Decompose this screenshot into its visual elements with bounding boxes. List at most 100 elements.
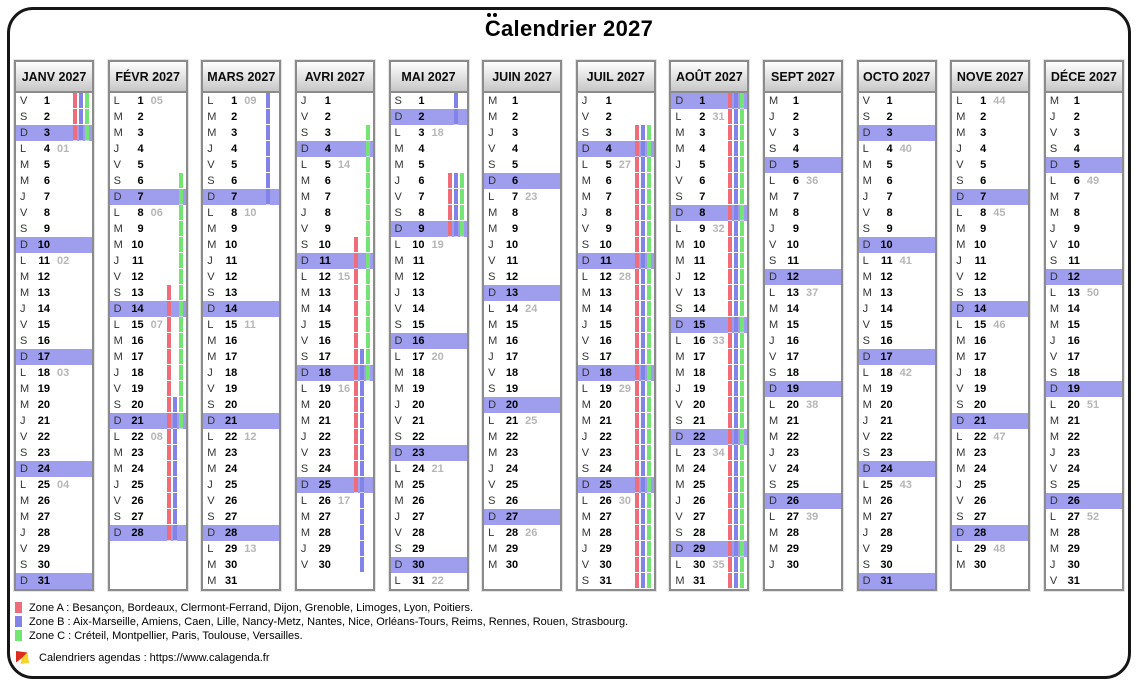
day-row: S 27 [952, 509, 1028, 525]
week-number: 46 [993, 319, 1006, 331]
day-letter: D [581, 479, 590, 491]
day-letter: D [113, 415, 122, 427]
day-number: 23 [786, 447, 799, 459]
day-number: 7 [699, 191, 706, 203]
week-number: 07 [150, 319, 163, 331]
day-letter: S [675, 191, 683, 203]
day-letter: J [207, 255, 213, 267]
day-number: 10 [131, 239, 144, 251]
day-letter: M [956, 463, 966, 475]
day-number: 16 [37, 335, 50, 347]
day-number: 30 [1067, 559, 1080, 571]
day-letter: M [113, 127, 123, 139]
day-number: 30 [599, 559, 612, 571]
day-row: J 17 [484, 349, 560, 365]
day-letter: L [675, 335, 682, 347]
day-number: 9 [1073, 223, 1080, 235]
day-letter: J [207, 479, 213, 491]
day-row: S 24 [297, 461, 373, 477]
footer-link[interactable]: Calendriers agendas : https://www.calage… [39, 652, 270, 664]
day-letter: J [1049, 559, 1056, 571]
day-row: S 10 [578, 237, 654, 253]
day-letter: J [488, 239, 494, 251]
day-number: 18 [1067, 367, 1080, 379]
day-number: 30 [225, 559, 238, 571]
day-number: 23 [505, 447, 519, 459]
week-number: 45 [993, 207, 1006, 219]
day-letter: M [300, 175, 311, 187]
day-number: 11 [1068, 255, 1080, 267]
day-letter: M [581, 303, 591, 315]
day-number: 11 [131, 255, 144, 267]
day-number: 16 [880, 335, 893, 347]
day-row: L 13 50 [1046, 285, 1122, 301]
week-number: 01 [57, 143, 70, 155]
day-row: M 20 [859, 397, 935, 413]
day-letter: L [300, 271, 307, 283]
day-letter: D [300, 479, 309, 491]
day-number: 1 [980, 95, 987, 107]
day-row: L 15 11 [203, 317, 279, 333]
day-letter: D [862, 239, 871, 251]
day-number: 21 [318, 415, 331, 427]
day-number: 10 [974, 239, 987, 251]
day-row: V 31 [1046, 573, 1122, 589]
day-letter: V [956, 159, 964, 171]
day-letter: J [1049, 223, 1056, 235]
zone-a-label: Zone A : Besançon, Bordeaux, Clermont-Fe… [29, 601, 474, 614]
day-number: 7 [980, 191, 987, 203]
day-number: 12 [786, 271, 799, 283]
day-number: 10 [1067, 239, 1080, 251]
day-letter: D [956, 527, 965, 539]
day-letter: D [300, 143, 309, 155]
day-letter: M [113, 335, 123, 347]
zone-b-label: Zone B : Aix-Marseille, Amiens, Caen, Li… [29, 615, 629, 628]
day-letter: V [1049, 127, 1058, 139]
day-row: S 20 [203, 397, 279, 413]
day-letter: J [113, 479, 120, 491]
day-number: 24 [505, 463, 519, 475]
day-number: 8 [1073, 207, 1080, 219]
day-row-sunday: D 17 [858, 349, 935, 365]
day-number: 17 [786, 351, 799, 363]
day-row: M 16 [203, 333, 279, 349]
day-number: 9 [699, 223, 706, 235]
day-row: M 16 [952, 333, 1028, 349]
day-row: M 19 [16, 381, 92, 397]
day-letter: J [300, 95, 307, 107]
day-number: 22 [412, 431, 425, 443]
day-letter: J [769, 447, 775, 459]
day-letter: D [207, 415, 216, 427]
day-letter: V [581, 223, 590, 235]
day-number: 9 [137, 223, 144, 235]
day-row: M 10 [952, 237, 1028, 253]
day-row: S 31 [578, 573, 654, 589]
day-row-sunday: D 16 [390, 333, 467, 349]
month-title: MAI 2027 [390, 62, 467, 93]
day-letter: D [956, 415, 965, 427]
week-number: 39 [806, 511, 819, 523]
day-letter: S [862, 559, 870, 571]
day-letter: D [675, 543, 684, 555]
day-number: 1 [137, 95, 144, 107]
day-number: 31 [1067, 575, 1080, 587]
day-letter: V [207, 271, 215, 283]
day-number: 18 [225, 367, 238, 379]
day-row: S 13 [203, 285, 279, 301]
day-number: 8 [418, 207, 425, 219]
day-letter: M [769, 191, 779, 203]
holiday-stripe-zone-c [740, 93, 745, 589]
day-letter: L [769, 175, 776, 187]
day-letter: J [769, 559, 775, 571]
day-letter: M [207, 239, 217, 251]
day-row: M 18 [671, 365, 747, 381]
day-letter: V [675, 511, 683, 523]
day-letter: D [769, 495, 777, 507]
day-row: S 13 [110, 285, 186, 301]
day-number: 15 [412, 319, 425, 331]
day-letter: S [769, 367, 777, 379]
